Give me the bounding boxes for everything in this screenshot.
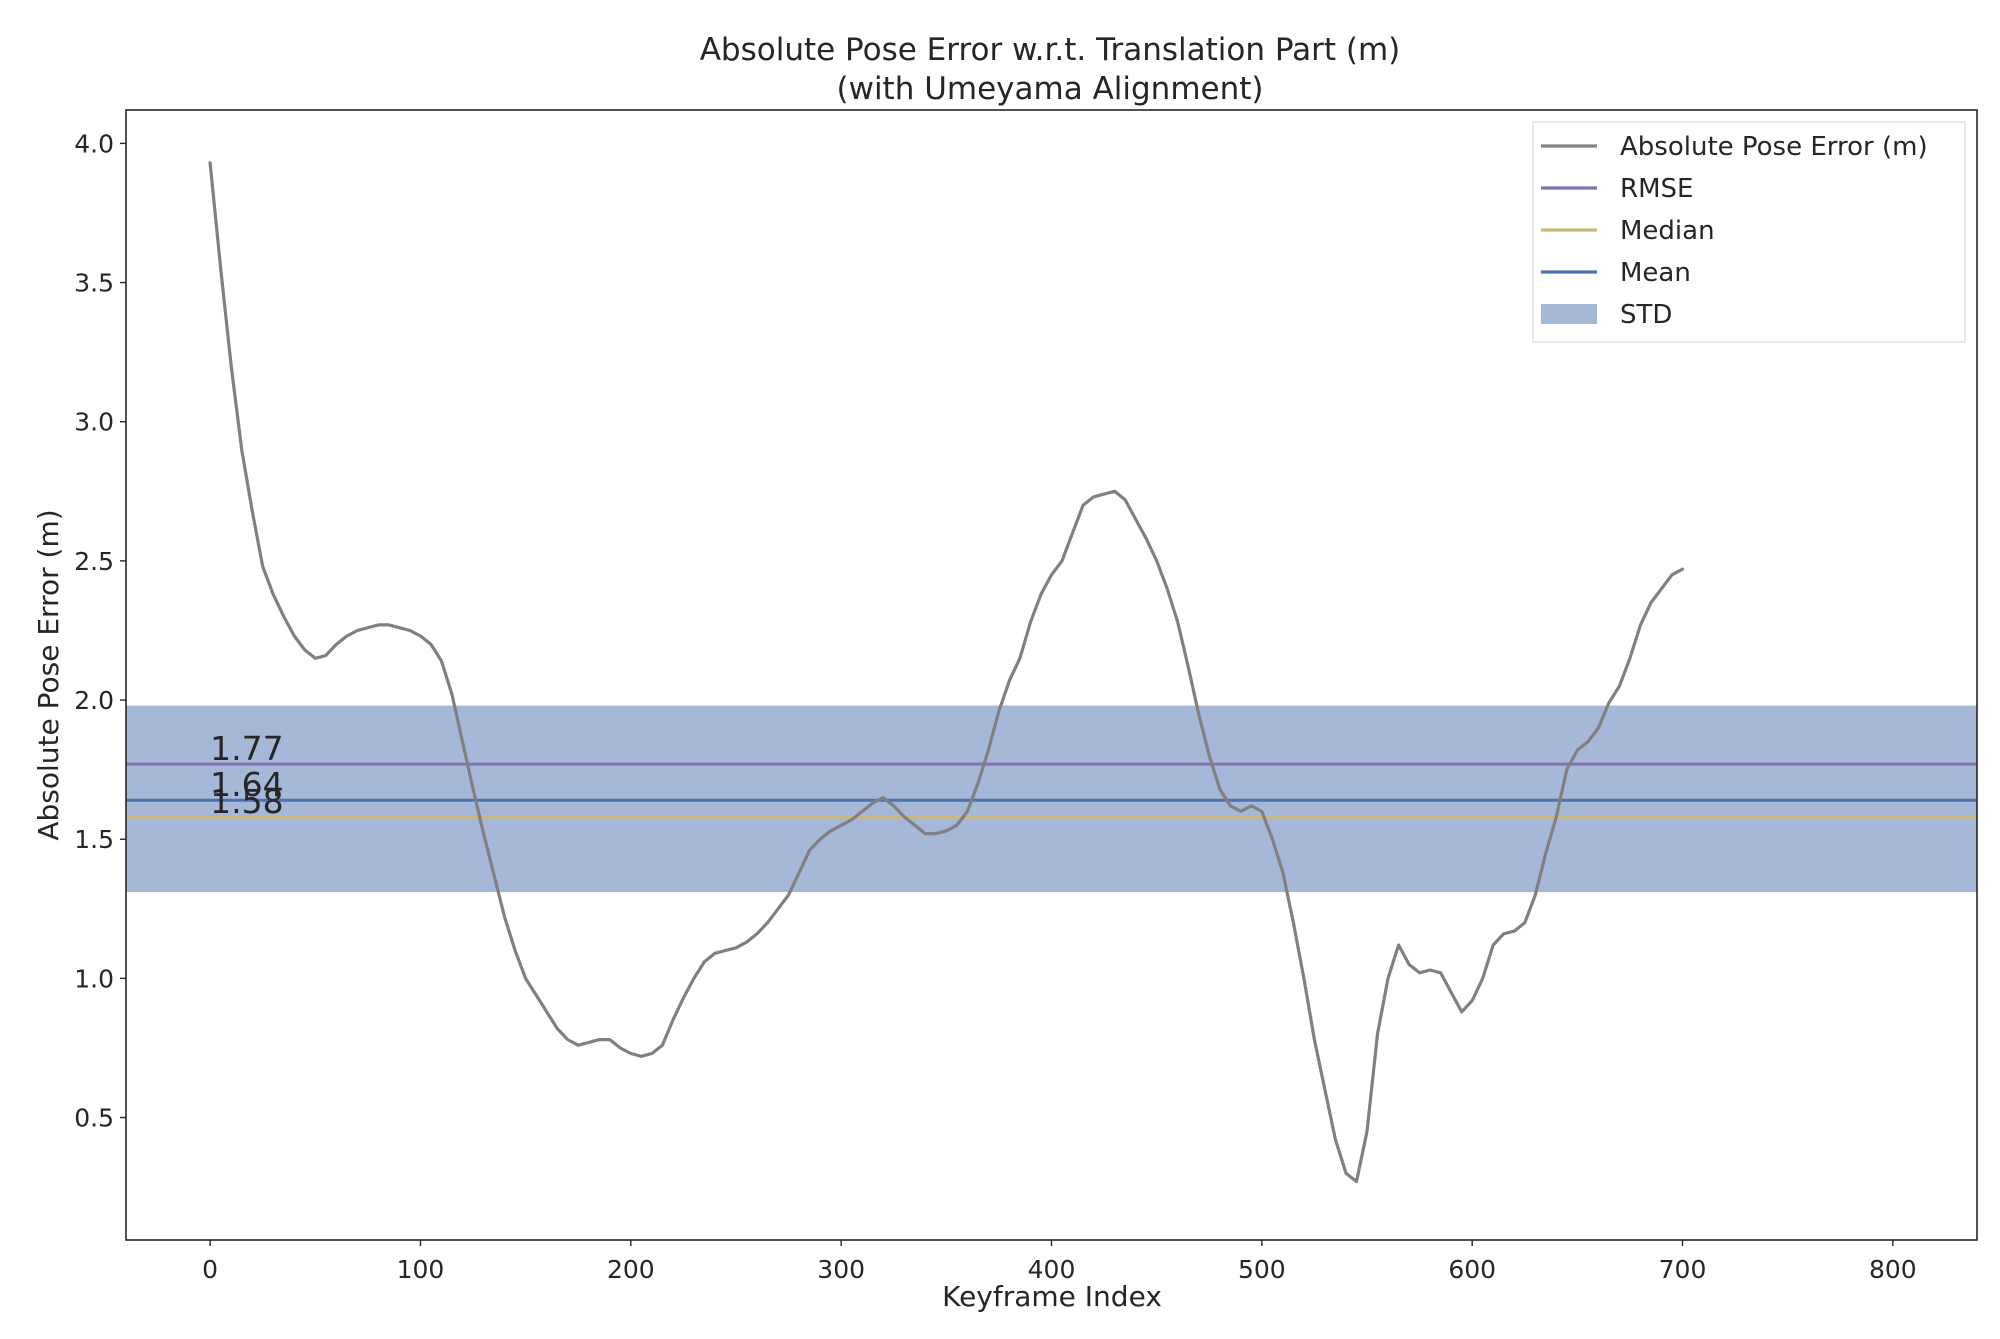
y-axis-label: Absolute Pose Error (m) xyxy=(32,509,65,840)
legend-label-rmse: RMSE xyxy=(1620,174,1693,204)
legend-frame xyxy=(1532,121,1966,343)
y-tick-label: 3.5 xyxy=(74,269,114,298)
y-tick-label: 3.0 xyxy=(74,408,114,437)
legend-label-absolute-pose-error-m: Absolute Pose Error (m) xyxy=(1620,132,1928,162)
x-tick-label: 600 xyxy=(1448,1255,1496,1284)
median-value-label: 1.58 xyxy=(210,782,283,821)
y-tick-label: 0.5 xyxy=(74,1104,114,1133)
legend-swatch-std xyxy=(1541,304,1597,324)
y-tick-label: 2.5 xyxy=(74,547,114,576)
y-tick-label: 1.5 xyxy=(74,825,114,854)
x-tick-label: 300 xyxy=(817,1255,865,1284)
y-axis: 0.5 1.0 1.5 2.0 2.5 3.0 3.5 4.0 xyxy=(74,129,126,1133)
legend-label-median: Median xyxy=(1620,216,1715,246)
y-tick-label: 2.0 xyxy=(74,686,114,715)
x-tick-label: 500 xyxy=(1238,1255,1286,1284)
ape-series-line xyxy=(208,161,1685,1184)
x-tick-label: 100 xyxy=(397,1255,445,1284)
x-tick-label: 700 xyxy=(1659,1255,1707,1284)
x-tick-label: 800 xyxy=(1869,1255,1917,1284)
legend-label-mean: Mean xyxy=(1620,258,1691,288)
y-tick-label: 1.0 xyxy=(74,964,114,993)
y-tick-label: 4.0 xyxy=(74,129,114,158)
x-axis-label: Keyframe Index xyxy=(942,1280,1162,1313)
x-axis: 0 100 200 300 400 500 600 700 800 xyxy=(202,1240,1917,1284)
legend-label-std: STD xyxy=(1620,300,1672,330)
x-tick-label: 400 xyxy=(1028,1255,1076,1284)
legend: Absolute Pose Error (m) RMSE Median Mean STD xyxy=(1532,121,1966,343)
x-tick-label: 0 xyxy=(202,1255,218,1284)
x-tick-label: 200 xyxy=(607,1255,655,1284)
chart-subtitle: (with Umeyama Alignment) xyxy=(837,71,1264,107)
rmse-value-label: 1.77 xyxy=(210,729,283,768)
chart-title: Absolute Pose Error w.r.t. Translation P… xyxy=(700,32,1401,68)
mean-value-label: 1.64 xyxy=(210,765,283,804)
